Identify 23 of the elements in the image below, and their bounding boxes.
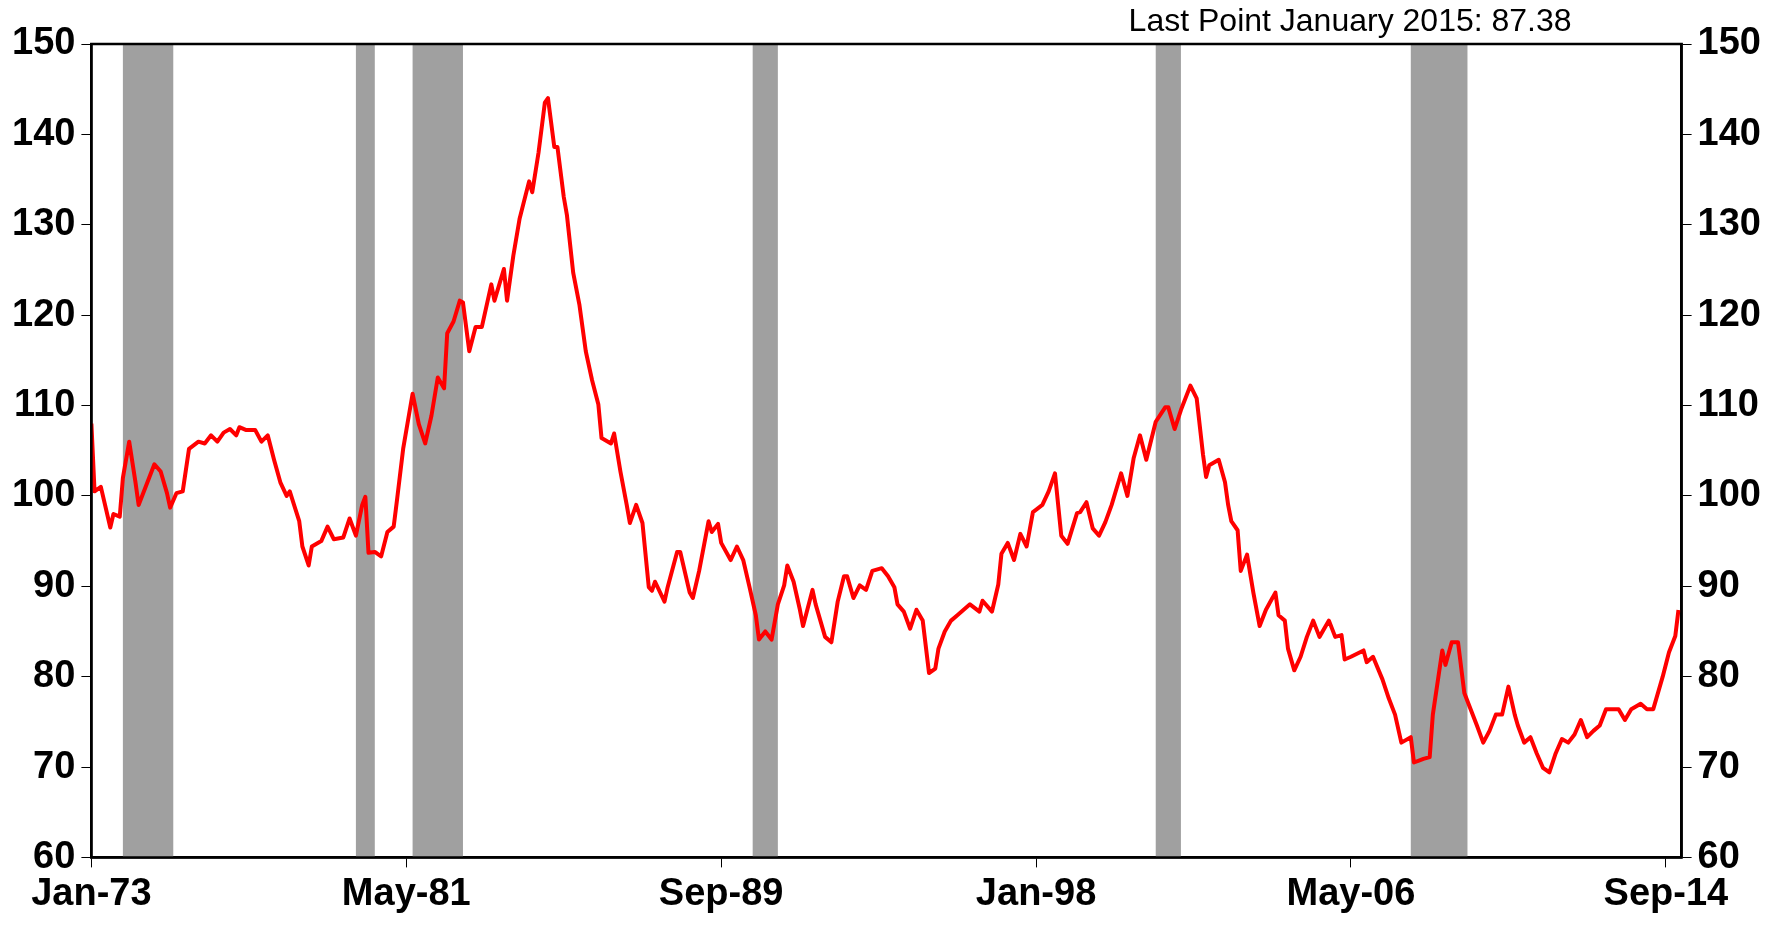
y-tick-label: 140 <box>12 110 76 153</box>
y2-tick-label: 90 <box>1697 562 1740 605</box>
y-tick-label: 90 <box>33 562 76 605</box>
x-tick-label: May-06 <box>1286 870 1416 913</box>
y2-tick-label: 150 <box>1697 20 1761 63</box>
x-tick-label: Jan-98 <box>975 870 1097 913</box>
y2-tick-label: 130 <box>1697 201 1761 244</box>
y-tick-label: 120 <box>12 291 76 334</box>
y2-tick-label: 140 <box>1697 110 1761 153</box>
y2-tick-label: 120 <box>1697 291 1761 334</box>
x-tick-label: Sep-89 <box>658 870 784 913</box>
y2-tick-label: 70 <box>1697 743 1740 786</box>
y2-tick-label: 110 <box>1697 382 1759 424</box>
x-tick-label: May-81 <box>341 870 471 913</box>
y-tick-label: 130 <box>12 201 76 244</box>
y-tick-label: 150 <box>12 20 76 63</box>
y-tick-label: 70 <box>33 743 76 786</box>
y-tick-label: 80 <box>33 653 76 696</box>
y-tick-label: 100 <box>12 472 76 515</box>
y-tick-label: 110 <box>14 382 76 424</box>
y2-tick-label: 80 <box>1697 653 1740 696</box>
y2-tick-label: 100 <box>1697 472 1761 515</box>
text: Last Point January 2015: 87.38 <box>1128 1 1572 38</box>
